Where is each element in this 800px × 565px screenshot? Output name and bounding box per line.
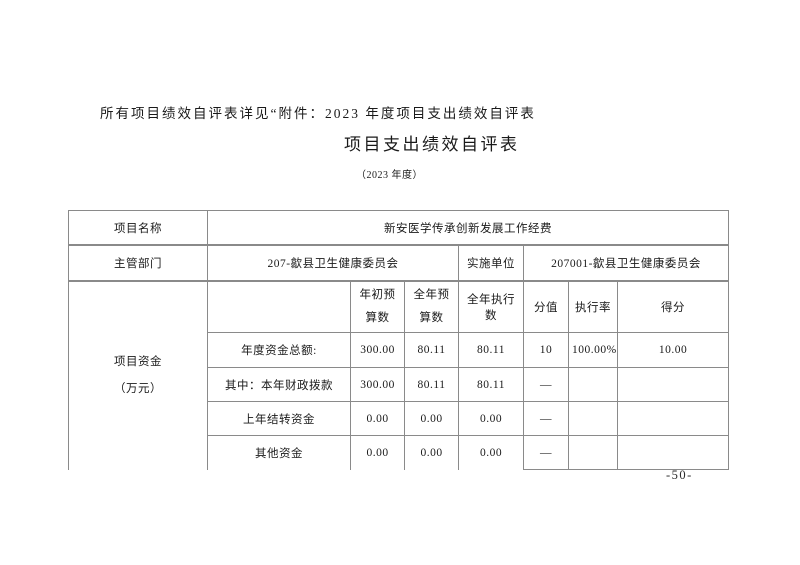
column-header-execution-rate: 执行率 [568,280,618,333]
cell-annual-budget: 0.00 [404,435,459,470]
table-row-current-year-appropriation: 其中：本年财政拨款 300.00 80.11 80.11 — [69,367,729,402]
title-year: （2023 年度） [356,170,423,181]
table-header-row: 项目资金 （万元） 年初预 算数 全年预 算数 全年执行数 分值 执行率 得分 [68,280,729,470]
implementing-unit-value: 207001-歙县卫生健康委员会 [523,244,729,282]
table-row-carryover-funds: 上年结转资金 0.00 0.00 0.00 — [69,401,729,436]
cell-weight: — [523,435,569,470]
cell-execution-rate [568,401,618,436]
table-row: 主管部门 207-歙县卫生健康委员会 实施单位 207001-歙县卫生健康委员会 [68,244,729,282]
blank-cell [207,280,351,333]
cell-score: 10.00 [617,332,729,368]
cell-initial-budget: 300.00 [350,367,405,402]
cell-initial-budget: 300.00 [350,332,405,368]
cell-score [617,435,729,470]
row-label: 其他资金 [207,435,351,470]
page-number: -50- [666,468,693,482]
cell-annual-budget: 80.11 [404,332,459,368]
cell-score [617,401,729,436]
cell-annual-execution: 80.11 [458,367,524,402]
intro-line: 所有项目绩效自评表详见“附件：2023 年度项目支出绩效自评表 [100,106,536,121]
table-row-other-funds: 其他资金 0.00 0.00 0.00 — [69,435,729,470]
cell-annual-execution: 0.00 [458,435,524,470]
column-header-weight: 分值 [523,280,569,333]
cell-initial-budget: 0.00 [350,435,405,470]
cell-annual-execution: 80.11 [458,332,524,368]
column-header-annual-execution: 全年执行数 [458,280,524,333]
column-header-score: 得分 [617,280,729,333]
cell-weight: — [523,401,569,436]
cell-annual-budget: 80.11 [404,367,459,402]
cell-weight: 10 [523,332,569,368]
implementing-unit-label: 实施单位 [458,244,524,282]
page-title: 项目支出绩效自评表 [344,135,520,154]
self-evaluation-table: 项目名称 新安医学传承创新发展工作经费 主管部门 207-歙县卫生健康委员会 实… [68,210,729,470]
row-label: 年度资金总额: [207,332,351,368]
column-header-annual-budget: 全年预 算数 [404,280,459,333]
project-name-value: 新安医学传承创新发展工作经费 [207,210,729,246]
row-label: 上年结转资金 [207,401,351,436]
cell-annual-execution: 0.00 [458,401,524,436]
funds-group-label: 项目资金 （万元） [68,280,208,470]
cell-execution-rate: 100.00% [568,332,618,368]
cell-execution-rate [568,435,618,470]
table-row: 项目名称 新安医学传承创新发展工作经费 [68,210,729,246]
cell-execution-rate [568,367,618,402]
cell-initial-budget: 0.00 [350,401,405,436]
department-value: 207-歙县卫生健康委员会 [207,244,459,282]
column-header-initial-budget: 年初预 算数 [350,280,405,333]
project-name-label: 项目名称 [68,210,208,246]
cell-annual-budget: 0.00 [404,401,459,436]
cell-score [617,367,729,402]
cell-weight: — [523,367,569,402]
row-label: 其中：本年财政拨款 [207,367,351,402]
table-row-total-funds: 年度资金总额: 300.00 80.11 80.11 10 100.00% 10… [69,332,729,368]
department-label: 主管部门 [68,244,208,282]
